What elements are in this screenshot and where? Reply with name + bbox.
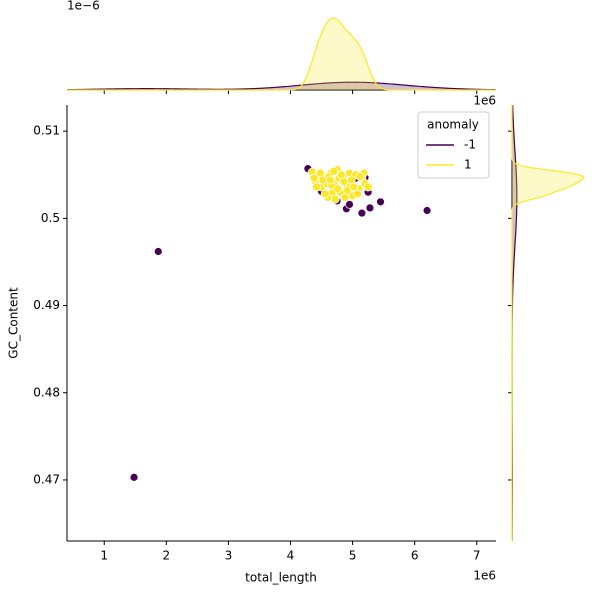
- legend-label: -1: [464, 138, 476, 152]
- point: [153, 247, 163, 256]
- x-tick-label: 7: [473, 549, 481, 563]
- y-tick-label: 0.5: [41, 211, 60, 225]
- y-tick-label: 0.51: [33, 124, 60, 138]
- kde-line: [67, 17, 496, 91]
- point: [357, 208, 367, 218]
- x-tick-label: 3: [225, 549, 233, 563]
- kde-line: [66, 81, 497, 91]
- point: [345, 200, 354, 209]
- point: [129, 472, 139, 482]
- point: [376, 197, 385, 207]
- x-offset-label: 1e6: [473, 569, 496, 583]
- x-tick-label: 4: [287, 549, 295, 563]
- point: [349, 182, 359, 192]
- x-offset-label: 1e6: [473, 94, 496, 108]
- legend-title: anomaly: [427, 118, 479, 132]
- point: [339, 177, 349, 187]
- point: [312, 182, 321, 192]
- legend-label: 1: [464, 158, 472, 172]
- kde-area: [512, 105, 584, 541]
- point: [309, 173, 319, 183]
- point: [333, 184, 343, 194]
- y-tick-label: 0.49: [33, 298, 60, 312]
- point: [363, 182, 373, 192]
- x-tick-label: 1: [100, 549, 108, 563]
- top-offset-label: 1e−6: [67, 0, 100, 13]
- y-axis-label: GC_Content: [7, 287, 21, 359]
- x-axis-label: total_length: [245, 571, 317, 585]
- point: [330, 194, 340, 204]
- y-tick-label: 0.47: [33, 472, 60, 486]
- point: [365, 203, 375, 213]
- y-tick-label: 0.48: [33, 385, 60, 399]
- point: [320, 189, 330, 199]
- point: [422, 206, 432, 215]
- point: [325, 175, 335, 185]
- x-tick-label: 5: [349, 549, 357, 563]
- kde-area: [512, 105, 517, 541]
- x-tick-label: 2: [163, 549, 171, 563]
- kde-area: [67, 18, 496, 90]
- point: [329, 166, 339, 176]
- kde-line: [511, 105, 585, 541]
- point: [353, 189, 362, 199]
- point: [355, 172, 365, 181]
- x-tick-label: 6: [411, 549, 419, 563]
